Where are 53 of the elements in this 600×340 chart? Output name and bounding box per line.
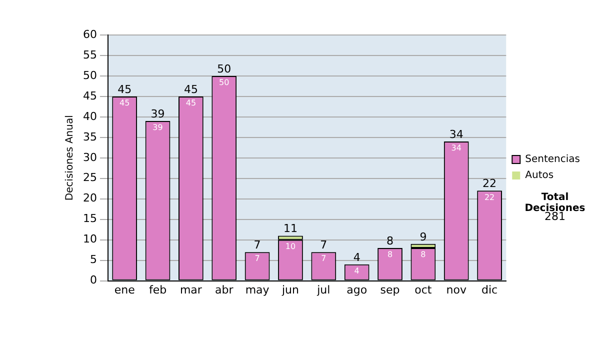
data-label: 45: [119, 98, 130, 108]
data-label: 45: [186, 98, 196, 108]
x-tick-label: jun: [280, 283, 300, 296]
x-tick-label: sep: [380, 283, 400, 296]
y-tick-label: 45: [82, 89, 97, 102]
data-label: 7: [254, 254, 260, 264]
y-tick-label: 60: [82, 28, 97, 41]
x-tick-label: nov: [446, 283, 467, 296]
total-label: 9: [420, 230, 427, 244]
total-label: 7: [320, 238, 328, 252]
total-label: 8: [386, 234, 394, 248]
y-tick-label: 20: [82, 192, 97, 205]
y-tick-label: 0: [90, 274, 97, 287]
x-tick-label: dic: [482, 283, 498, 296]
y-tick-label: 30: [82, 150, 97, 164]
legend-label: Autos: [525, 170, 554, 182]
total-label: 45: [184, 82, 198, 96]
total-label: 22: [482, 177, 497, 190]
x-tick-label: may: [245, 283, 270, 296]
y-axis-title: Decisiones Anual: [64, 115, 76, 201]
y-tick-label: 40: [82, 110, 97, 123]
x-tick-label: ago: [346, 283, 368, 296]
y-tick-label: 55: [82, 48, 97, 62]
data-label: 34: [451, 144, 462, 153]
y-tick-label: 5: [90, 253, 97, 266]
total-label: 4: [353, 250, 360, 264]
y-tick-label: 35: [82, 130, 97, 144]
x-tick-label: jul: [316, 283, 330, 296]
data-label: 8: [387, 250, 393, 260]
data-label: 22: [484, 192, 495, 202]
x-tick-label: abr: [214, 283, 234, 296]
y-tick-label: 25: [82, 171, 97, 184]
x-tick-label: mar: [180, 283, 202, 296]
y-tick-label: 10: [82, 232, 97, 246]
total-label: 34: [449, 128, 464, 141]
data-label: 4: [354, 266, 360, 276]
data-label: 39: [152, 123, 163, 132]
y-tick-label: 15: [82, 212, 97, 226]
total-label: 39: [150, 107, 165, 120]
total-label: 45: [118, 82, 132, 96]
y-tick-label: 50: [82, 68, 97, 82]
data-label: 8: [420, 250, 426, 260]
total-label: 11: [283, 222, 298, 236]
x-tick-label: ene: [114, 283, 136, 296]
total-label: 50: [217, 62, 232, 76]
total-label: 7: [254, 238, 261, 252]
x-tick-label: oct: [414, 283, 432, 296]
text: 281: [544, 210, 566, 223]
data-label: 7: [321, 254, 326, 264]
legend-label: Sentencias: [525, 154, 580, 166]
x-tick-label: feb: [148, 283, 167, 296]
data-label: 50: [219, 78, 230, 88]
data-label: 10: [285, 242, 296, 251]
